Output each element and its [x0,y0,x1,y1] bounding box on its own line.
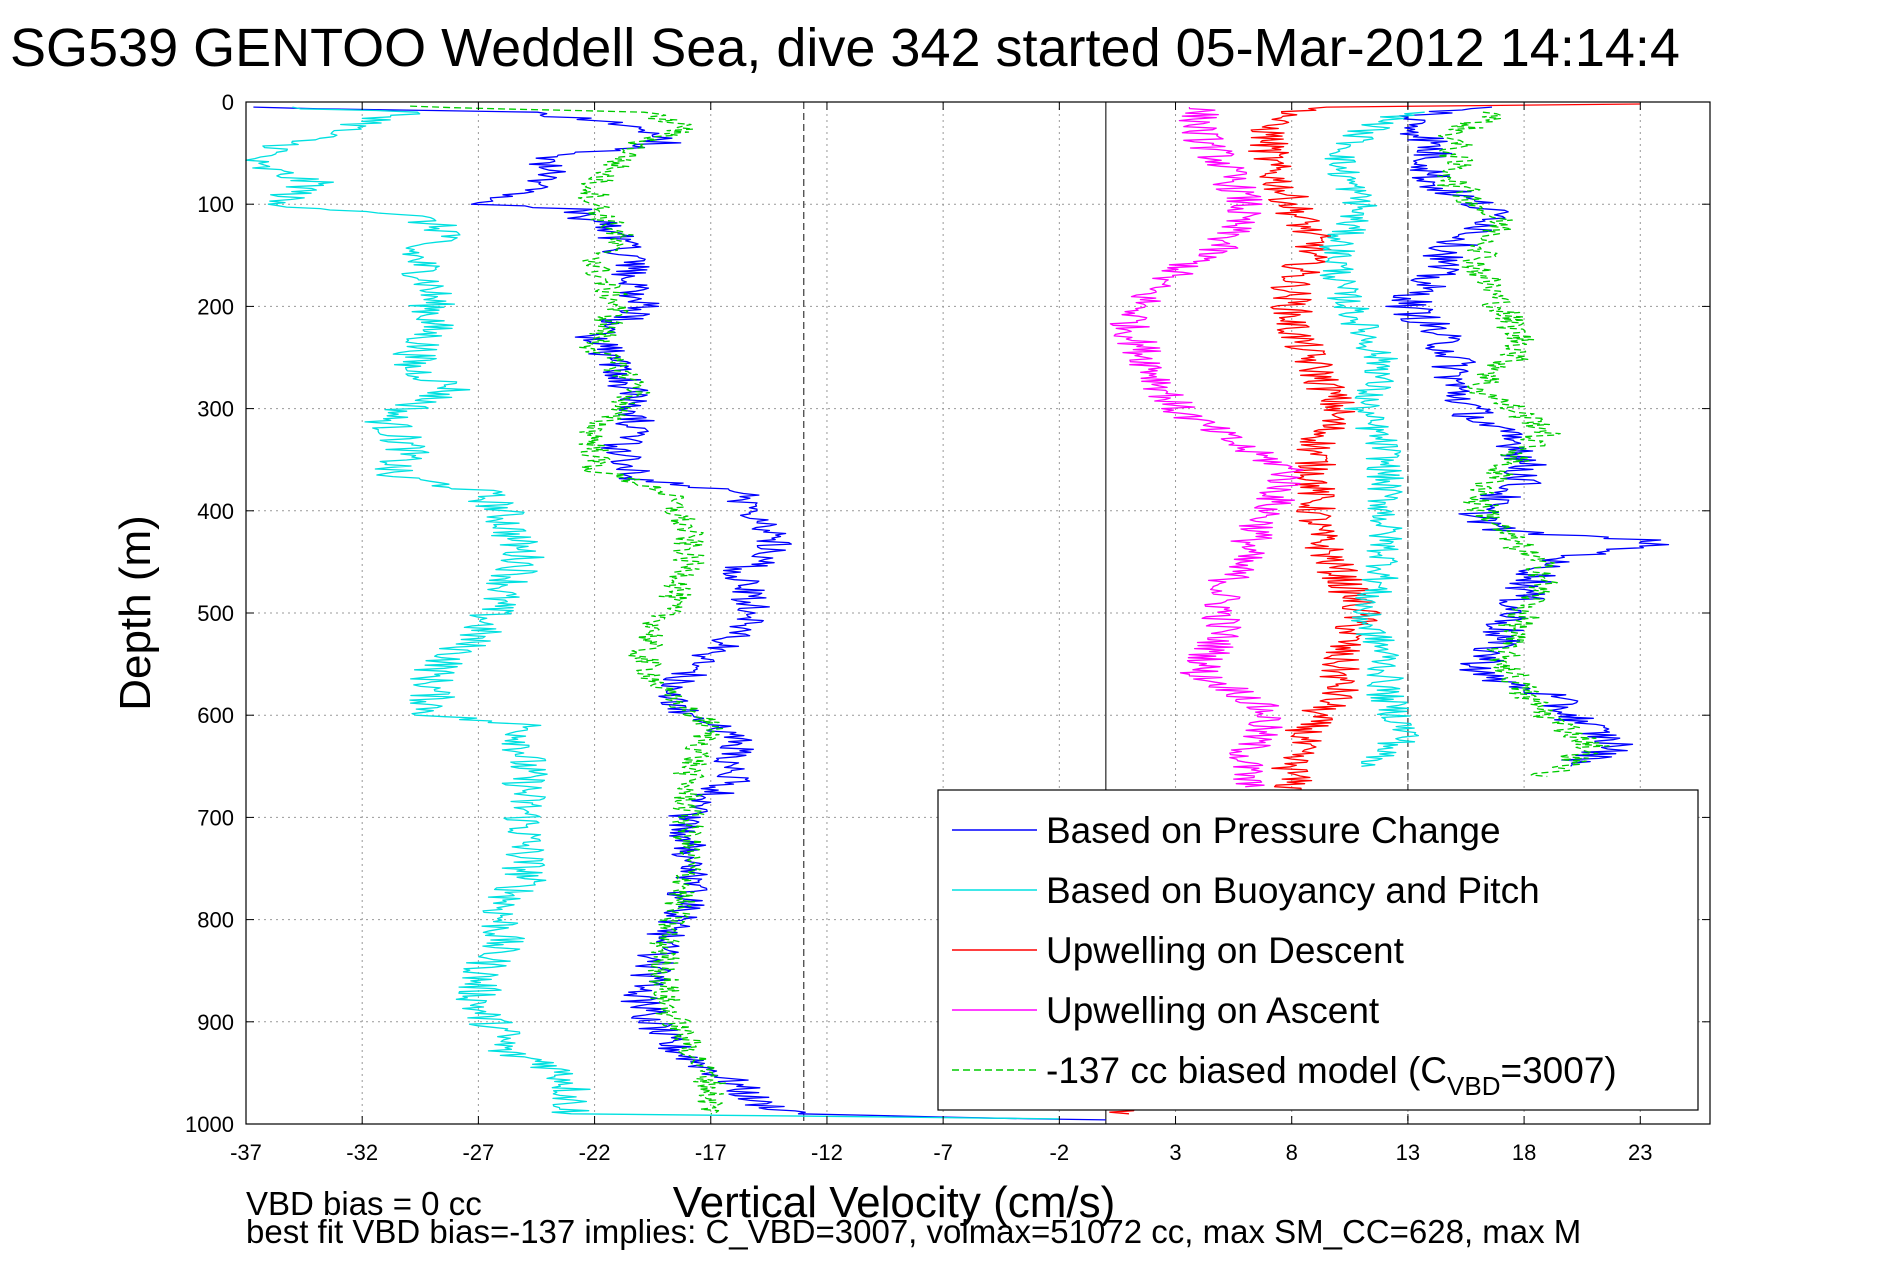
y-tick-label: 700 [197,805,234,830]
x-tick-label: -27 [462,1140,494,1165]
legend-label: Based on Buoyancy and Pitch [1046,870,1540,911]
series-line [1436,111,1610,778]
y-tick-label: 500 [197,601,234,626]
legend-label: Based on Pressure Change [1046,810,1501,851]
legend-label: Upwelling on Descent [1046,930,1405,971]
y-tick-label: 100 [197,192,234,217]
x-tick-label: -37 [230,1140,262,1165]
series-line [1385,106,1670,767]
x-tick-label: 3 [1169,1140,1181,1165]
series-line [1109,106,1304,788]
legend: Based on Pressure Change Based on Buoyanc… [937,789,1699,1111]
y-tick-label: 400 [197,499,234,524]
y-axis-label: Depth (m) [111,515,160,711]
x-tick-label: 18 [1512,1140,1536,1165]
legend-label-main: -137 cc biased model (C [1046,1050,1447,1091]
y-tick-label: 600 [197,703,234,728]
x-tick-label: -17 [695,1140,727,1165]
legend-label-tail: =3007) [1501,1050,1617,1091]
y-tick-label: 900 [197,1010,234,1035]
footer-line-1: VBD bias = 0 cc [246,1185,482,1222]
x-tick-label: -7 [933,1140,953,1165]
y-tick-label: 200 [197,294,234,319]
series-line [245,106,1060,1120]
chart-title: SG539 GENTOO Weddell Sea, dive 342 start… [10,18,1680,78]
x-axis-ticks: -37 -32 -27 -22 -17 -12 -7 -2 3 8 13 18 23 [230,102,1653,1165]
x-tick-label: 13 [1396,1140,1420,1165]
x-tick-label: -2 [1050,1140,1070,1165]
x-tick-label: -12 [811,1140,843,1165]
footer-line-2: best fit VBD bias=-137 implies: C_VBD=30… [246,1213,1581,1250]
legend-label: Upwelling on Ascent [1046,990,1380,1031]
legend-label: -137 cc biased model (CVBD=3007) [1046,1050,1617,1101]
x-tick-label: 8 [1286,1140,1298,1165]
x-tick-label: -22 [579,1140,611,1165]
y-tick-label: 0 [222,90,234,115]
x-tick-label: -32 [346,1140,378,1165]
x-axis-label: Vertical Velocity (cm/s) [673,1178,1116,1227]
series-line [1319,111,1425,767]
y-tick-label: 300 [197,397,234,422]
y-tick-label: 1000 [185,1112,234,1137]
series-line [410,105,727,1115]
series-lines [245,103,1670,1121]
legend-box [937,789,1699,1111]
x-tick-label: 23 [1628,1140,1652,1165]
y-tick-label: 800 [197,908,234,933]
y-axis-ticks: 0 100 200 300 400 500 600 700 800 900 1000 [185,90,1710,1137]
legend-label-subscript: VBD [1447,1071,1500,1101]
series-line [253,106,1106,1121]
